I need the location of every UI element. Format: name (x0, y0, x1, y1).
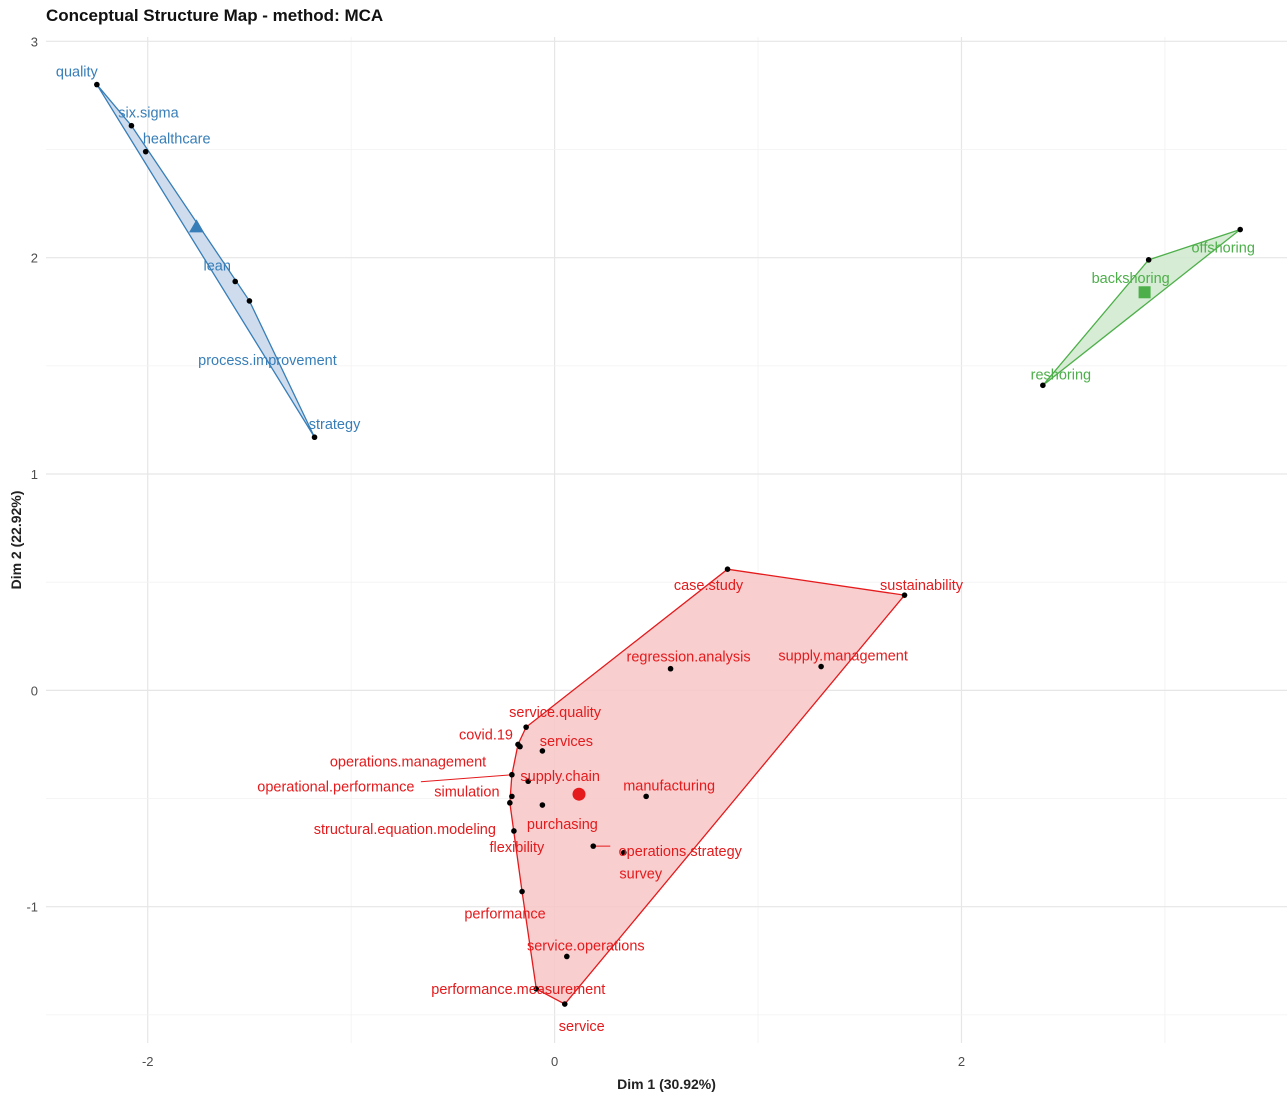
data-point (507, 800, 513, 806)
data-point (539, 802, 546, 808)
y-axis-title: Dim 2 (22.92%) (8, 491, 24, 590)
data-point (1040, 382, 1046, 389)
point-label: survey (619, 867, 662, 883)
point-label: service.operations (527, 938, 645, 954)
data-point (509, 793, 515, 800)
point-label: operational.performance (257, 780, 414, 796)
data-point (517, 743, 523, 750)
y-tick-label: 3 (31, 34, 38, 49)
cluster-centroids (189, 219, 1151, 801)
data-point (519, 888, 525, 895)
point-label: reshoring (1031, 367, 1091, 383)
label-leader-line (420, 774, 512, 783)
point-label: covid.19 (459, 727, 513, 743)
y-tick-label: 0 (31, 683, 38, 698)
data-point (232, 278, 239, 285)
data-point (509, 771, 515, 778)
data-point (643, 793, 649, 800)
x-axis-title: Dim 1 (30.92%) (617, 1076, 716, 1092)
data-point (901, 592, 908, 598)
data-point (818, 663, 824, 670)
point-label: operations.strategy (619, 844, 743, 860)
point-label: lean (203, 258, 230, 274)
cluster-centroid (572, 787, 586, 801)
data-point (533, 986, 540, 992)
chart-title: Conceptual Structure Map - method: MCA (46, 6, 384, 25)
point-label: process.improvement (198, 353, 337, 369)
point-label: healthcare (143, 132, 211, 148)
data-point (523, 724, 529, 730)
point-label: supply.chain (520, 769, 600, 785)
point-label: structural.equation.modeling (314, 822, 496, 838)
data-point (590, 843, 597, 849)
data-point (667, 665, 674, 672)
y-tick-label: 2 (31, 251, 38, 266)
cluster-hulls (96, 84, 1241, 1005)
data-point (620, 849, 627, 856)
point-label: service.quality (509, 705, 602, 721)
cluster-centroid (1138, 286, 1151, 299)
point-label: service (559, 1019, 605, 1035)
point-label: strategy (309, 417, 361, 433)
data-points (94, 81, 1244, 1007)
y-tick-label: 1 (31, 467, 38, 482)
point-label: backshoring (1092, 271, 1170, 287)
point-label: services (540, 734, 593, 750)
point-label: regression.analysis (627, 650, 751, 666)
x-tick-label: 0 (551, 1054, 558, 1069)
data-point (539, 748, 546, 754)
data-point (94, 81, 100, 88)
data-point (142, 148, 149, 155)
cluster-hull (509, 568, 906, 1005)
point-label: operations.management (330, 755, 486, 771)
x-tick-label: -2 (142, 1054, 154, 1069)
data-point (525, 778, 531, 785)
point-label: quality (56, 65, 99, 81)
data-point (561, 1001, 568, 1007)
data-point (724, 566, 731, 573)
y-tick-label: -1 (26, 900, 38, 915)
axes: -2 0 2 -1 0 1 2 3 Dim 1 (30.92%) Dim 2 (22.92%) (8, 34, 965, 1092)
data-point (564, 953, 570, 960)
cluster-centroid (189, 219, 205, 233)
cluster-hull (1042, 228, 1241, 386)
point-label: performance (464, 907, 545, 923)
point-labels: quality six.sigma healthcare lean process.im… (56, 65, 1255, 1035)
point-label: flexibility (490, 840, 546, 856)
point-label: supply.management (778, 649, 908, 665)
data-point (511, 828, 517, 834)
point-label: purchasing (527, 817, 598, 833)
data-point (311, 434, 318, 441)
point-label: case.study (674, 578, 744, 594)
data-point (1145, 257, 1152, 263)
point-label: offshoring (1191, 241, 1254, 257)
point-label: manufacturing (623, 778, 715, 794)
point-label: six.sigma (118, 106, 179, 122)
point-label: sustainability (880, 578, 964, 594)
data-point (1237, 226, 1244, 233)
grid (46, 37, 1287, 1043)
data-point (246, 298, 253, 304)
data-point (128, 122, 135, 129)
x-tick-label: 2 (958, 1054, 965, 1069)
label-leader-lines (420, 774, 611, 847)
point-label: performance.measurement (431, 982, 605, 998)
point-label: simulation (434, 784, 499, 800)
